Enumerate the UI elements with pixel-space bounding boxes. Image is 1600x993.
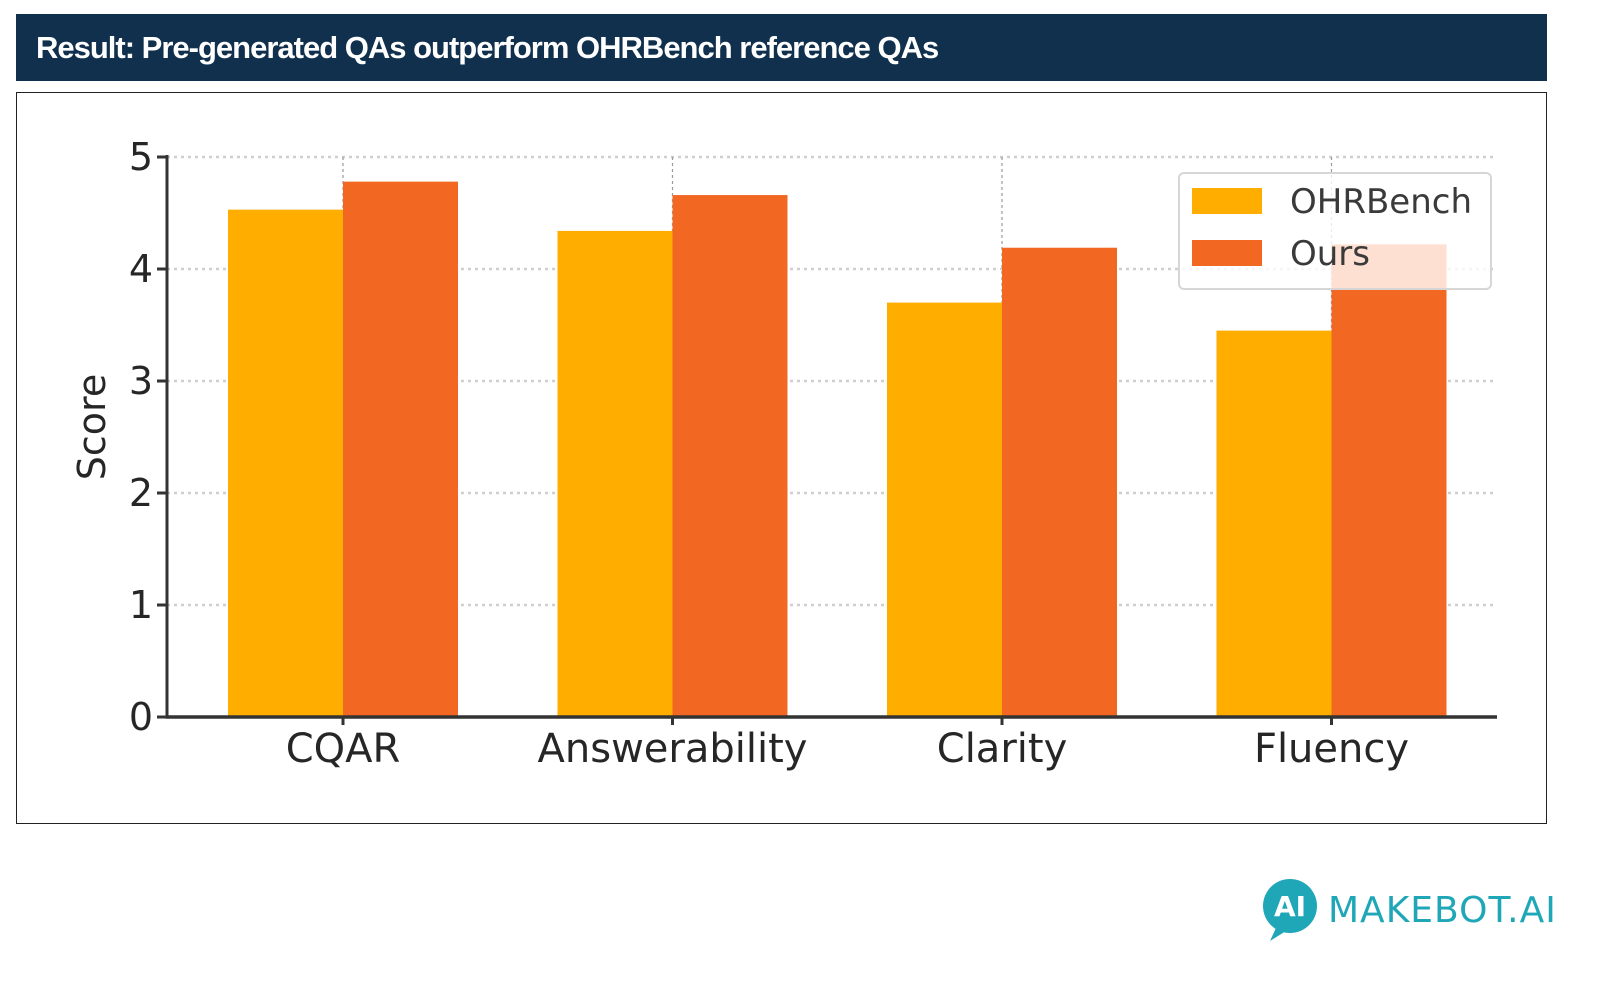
x-tick-label: Fluency — [1254, 726, 1409, 772]
y-axis-label: Score — [70, 374, 114, 480]
x-tick-label: Clarity — [937, 726, 1067, 772]
chart-frame: 0 1 2 3 4 5 CQAR Answerability Clarity Fluency Sco… — [16, 92, 1547, 824]
axes-layer: 0 1 2 3 4 5 CQAR Answerability Clarity Fluency Sco… — [70, 135, 1497, 772]
legend: OHRBench Ours — [1178, 172, 1492, 290]
bar-ohrbench-fluency — [1216, 330, 1332, 717]
y-tick-label: 5 — [129, 135, 153, 179]
bar-ours-clarity — [1002, 247, 1117, 717]
y-tick-label: 1 — [129, 583, 153, 627]
bar-ohrbench-clarity — [887, 302, 1002, 717]
bar-chart: 0 1 2 3 4 5 CQAR Answerability Clarity Fluency Sco… — [70, 135, 1497, 772]
x-tick-label: Answerability — [538, 726, 808, 772]
makebot-logo-icon: AI — [1263, 879, 1317, 941]
brand-name: MAKEBOT.AI — [1328, 889, 1557, 931]
page-title-text: Result: Pre-generated QAs outperform OHR… — [36, 29, 939, 65]
bar-ohrbench-answerability — [557, 230, 673, 718]
legend-swatch-ohrbench — [1192, 188, 1262, 214]
brand-icon-text: AI — [1274, 890, 1306, 923]
brand-logo: AI MAKEBOT.AI — [1262, 878, 1557, 942]
y-tick-label: 2 — [129, 471, 153, 515]
y-tick-label: 0 — [129, 695, 153, 739]
y-tick-label: 4 — [129, 247, 153, 291]
bar-ours-cqar — [343, 181, 458, 717]
bar-ours-fluency — [1331, 244, 1447, 718]
legend-swatch-ours — [1192, 240, 1262, 266]
page-title: Result: Pre-generated QAs outperform OHR… — [16, 14, 1547, 81]
legend-label-ohrbench: OHRBench — [1290, 182, 1472, 222]
x-tick-label: CQAR — [286, 726, 401, 772]
bars-layer — [228, 181, 1447, 718]
y-tick-label: 3 — [129, 359, 153, 403]
legend-label-ours: Ours — [1290, 234, 1370, 274]
bar-ours-answerability — [672, 195, 788, 717]
bar-ohrbench-cqar — [228, 209, 343, 717]
